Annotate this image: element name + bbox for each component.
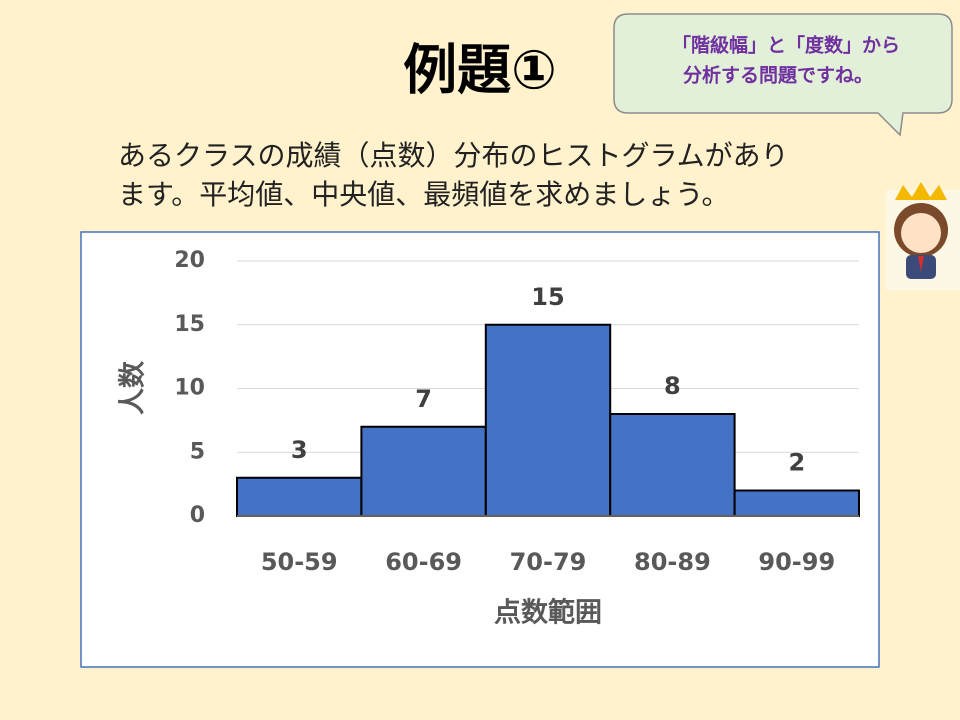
data-label: 8 bbox=[664, 372, 681, 400]
body-text: ます。平均値、中央値、最頻値を求めましょう。 bbox=[118, 178, 730, 211]
y-tick-label: 20 bbox=[174, 248, 205, 273]
data-label: 3 bbox=[291, 436, 308, 464]
data-label: 2 bbox=[788, 449, 805, 477]
y-tick-label: 0 bbox=[190, 503, 205, 528]
x-tick-label: 80-89 bbox=[634, 548, 711, 576]
bar bbox=[609, 413, 736, 517]
y-tick-label: 10 bbox=[174, 376, 205, 401]
x-tick-label: 60-69 bbox=[385, 548, 462, 576]
y-tick-label: 15 bbox=[174, 312, 205, 337]
x-tick-label: 50-59 bbox=[261, 548, 338, 576]
bar bbox=[236, 476, 363, 517]
bubble-text: 分析する問題ですね。 bbox=[683, 64, 873, 87]
x-tick-label: 70-79 bbox=[510, 548, 587, 576]
bubble-text: 「階級幅」と「度数」から bbox=[672, 34, 900, 57]
bar bbox=[484, 323, 612, 517]
y-tick-label: 5 bbox=[190, 439, 205, 464]
slide-title: 例題① bbox=[403, 39, 557, 102]
data-label: 15 bbox=[531, 283, 564, 311]
bar bbox=[360, 425, 487, 517]
x-tick-label: 90-99 bbox=[758, 548, 835, 576]
data-label: 7 bbox=[415, 385, 432, 413]
y-axis-title: 人数 bbox=[118, 360, 149, 415]
bar bbox=[733, 489, 860, 517]
character-icon bbox=[886, 182, 960, 290]
body-text: あるクラスの成績（点数）分布のヒストグラムがあり bbox=[118, 139, 789, 172]
x-axis-title: 点数範囲 bbox=[494, 597, 602, 629]
speech-bubble bbox=[613, 13, 953, 137]
